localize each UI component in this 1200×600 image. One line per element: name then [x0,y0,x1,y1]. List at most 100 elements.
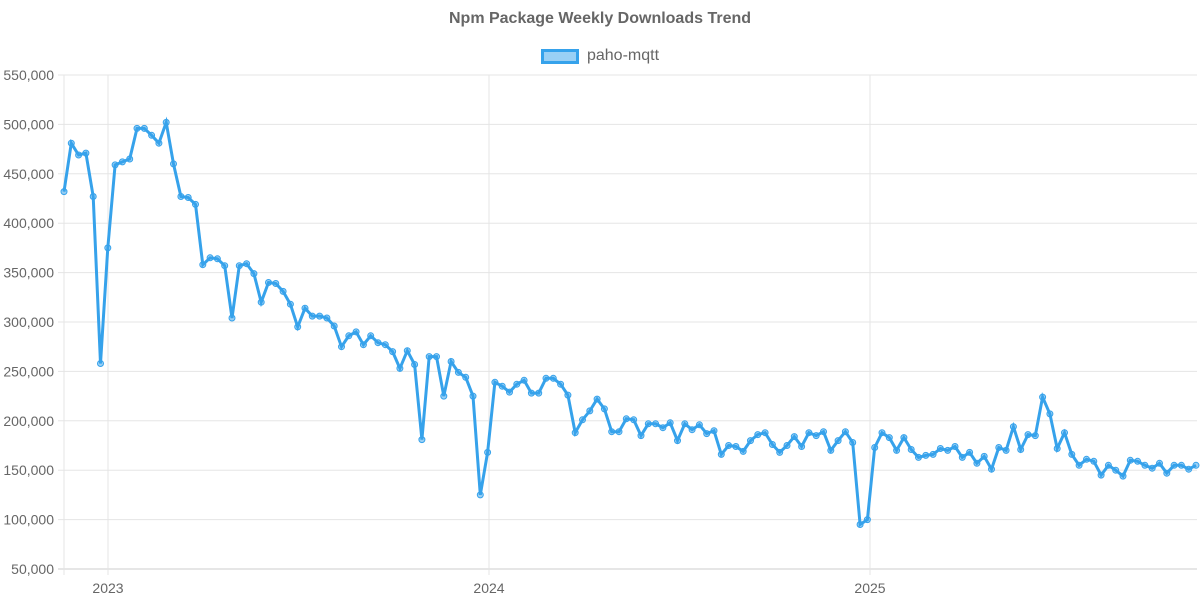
data-point[interactable] [170,160,177,168]
data-point[interactable] [1002,446,1010,454]
data-point[interactable] [564,391,572,399]
data-point[interactable] [235,262,243,270]
data-point[interactable] [1119,472,1127,480]
data-point[interactable] [1141,461,1149,469]
data-point[interactable] [995,444,1003,451]
data-point[interactable] [323,314,331,322]
data-point[interactable] [162,118,170,126]
data-point[interactable] [622,415,630,423]
data-point[interactable] [841,428,849,436]
data-point[interactable] [659,424,667,432]
data-point[interactable] [286,300,294,308]
legend-label[interactable]: paho-mqtt [586,47,660,64]
data-point[interactable] [433,353,440,361]
data-point[interactable] [1185,465,1193,473]
data-point[interactable] [535,389,543,397]
data-point[interactable] [812,432,820,440]
data-point[interactable] [1024,431,1032,439]
data-point[interactable] [294,323,302,331]
data-point[interactable] [688,426,696,434]
data-point[interactable] [476,491,484,499]
data-point[interactable] [834,437,842,445]
data-point[interactable] [586,407,594,415]
data-point[interactable] [849,439,857,446]
data-point[interactable] [542,374,550,382]
data-point[interactable] [97,360,104,367]
data-point[interactable] [126,155,134,163]
data-point[interactable] [60,188,68,196]
data-point[interactable] [345,332,353,340]
data-point[interactable] [425,353,433,361]
data-point[interactable] [1134,457,1142,465]
data-point[interactable] [1192,461,1200,469]
data-point[interactable] [630,416,638,424]
data-point[interactable] [520,376,528,384]
data-point[interactable] [1031,432,1039,440]
data-point[interactable] [440,392,448,400]
data-point[interactable] [411,361,419,368]
data-point[interactable] [381,341,389,349]
data-point[interactable] [988,465,995,473]
data-point[interactable] [1112,466,1120,474]
data-point[interactable] [717,450,725,458]
data-point[interactable] [506,388,513,396]
data-point[interactable] [1170,461,1178,469]
data-point[interactable] [228,314,236,322]
data-point[interactable] [790,433,798,441]
data-point[interactable] [761,429,769,437]
data-point[interactable] [250,270,258,278]
data-point[interactable] [951,443,959,450]
data-point[interactable] [104,244,112,252]
data-point[interactable] [192,200,199,208]
data-point[interactable] [936,445,944,452]
data-point[interactable] [462,373,470,381]
data-point[interactable] [980,452,988,460]
data-point[interactable] [1090,457,1098,465]
data-point[interactable] [316,312,324,320]
data-point[interactable] [907,446,915,453]
data-point[interactable] [148,131,156,139]
data-point[interactable] [403,347,411,355]
data-point[interactable] [929,450,937,458]
data-point[interactable] [966,448,974,456]
data-point[interactable] [666,419,674,427]
data-point[interactable] [111,161,119,169]
data-point[interactable] [783,442,791,449]
data-point[interactable] [878,429,886,437]
data-point[interactable] [140,124,148,132]
data-point[interactable] [915,453,922,461]
data-point[interactable] [1097,471,1105,479]
data-point[interactable] [710,427,718,435]
data-point[interactable] [82,149,90,157]
data-point[interactable] [703,430,711,438]
data-point[interactable] [798,443,806,450]
data-point[interactable] [1083,455,1090,463]
data-point[interactable] [652,420,660,428]
data-point[interactable] [272,280,280,287]
data-point[interactable] [1156,459,1163,467]
data-point[interactable] [674,437,681,445]
data-point[interactable] [776,448,784,456]
data-point[interactable] [155,139,163,147]
data-point[interactable] [593,395,601,403]
data-point[interactable] [681,420,689,428]
legend-swatch[interactable] [540,48,579,64]
data-point[interactable] [827,446,835,454]
data-point[interactable] [820,428,827,436]
data-point[interactable] [1009,423,1017,431]
data-point[interactable] [1068,450,1076,458]
data-point[interactable] [1046,410,1054,418]
data-point[interactable] [725,442,733,449]
data-point[interactable] [644,420,652,428]
data-point[interactable] [389,348,397,356]
data-point[interactable] [257,298,265,306]
data-point[interactable] [549,374,557,382]
data-point[interactable] [359,341,367,349]
data-point[interactable] [768,441,776,448]
data-point[interactable] [571,429,579,437]
data-point[interactable] [527,389,535,397]
data-point[interactable] [367,332,375,340]
data-point[interactable] [484,448,492,456]
data-point[interactable] [1104,461,1112,469]
data-point[interactable] [221,262,229,270]
